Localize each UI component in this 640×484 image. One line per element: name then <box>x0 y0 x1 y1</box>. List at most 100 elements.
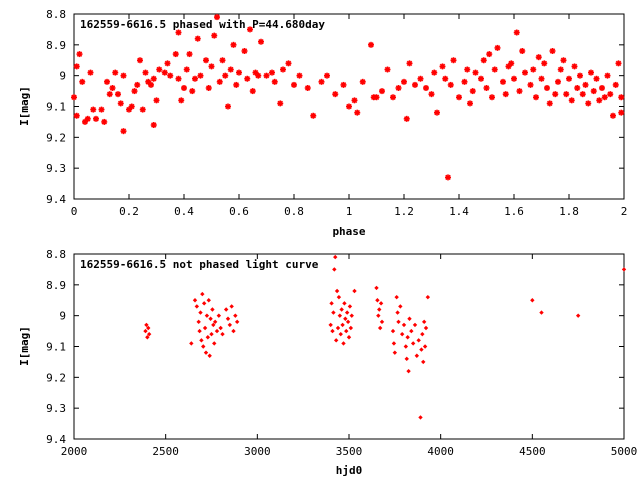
data-point <box>336 294 342 300</box>
data-point <box>249 88 256 95</box>
data-point <box>530 66 537 73</box>
data-point <box>394 294 399 300</box>
data-point <box>563 91 570 98</box>
data-point <box>73 63 80 70</box>
data-point <box>73 112 80 119</box>
x-tick-label: 0.6 <box>229 205 249 218</box>
data-point <box>134 81 141 88</box>
data-point <box>590 88 597 95</box>
y-tick-label: 9.4 <box>46 193 66 206</box>
data-point <box>478 75 484 82</box>
y-tick-label: 9.3 <box>46 402 66 415</box>
data-point <box>333 338 339 343</box>
data-point <box>233 313 238 318</box>
data-point <box>219 57 226 64</box>
data-point <box>410 341 416 346</box>
data-point <box>87 69 94 76</box>
data-point <box>181 85 187 91</box>
axis-ticks: 2000 2500 3000 3500 4000 4500 5000 8.8 8.9 9 9.1 9.… <box>46 248 637 458</box>
data-point <box>379 319 385 325</box>
data-point <box>236 69 242 76</box>
data-point <box>442 75 449 82</box>
data-point <box>447 81 454 88</box>
data-point <box>230 41 237 48</box>
data-point <box>346 335 352 340</box>
data-point <box>197 328 202 334</box>
data-point <box>349 313 354 318</box>
data-point <box>354 109 361 116</box>
data-point <box>421 359 426 365</box>
data-point <box>571 63 578 70</box>
data-point <box>409 328 414 334</box>
data-point <box>604 72 611 79</box>
data-point <box>344 328 349 334</box>
data-point <box>167 72 174 79</box>
data-point <box>419 347 424 352</box>
data-point <box>318 78 325 85</box>
data-point <box>420 331 425 337</box>
data-point <box>199 338 204 343</box>
y-tick-label: 8.9 <box>46 279 66 292</box>
data-point <box>197 72 204 79</box>
data-point <box>374 285 379 291</box>
data-point <box>189 341 194 346</box>
data-point <box>164 60 171 67</box>
x-axis-label: phase <box>332 225 365 238</box>
data-point <box>379 88 385 95</box>
data-point <box>143 328 148 334</box>
data-point <box>331 310 336 315</box>
data-point <box>544 85 550 91</box>
x-tick-label: 4000 <box>427 445 454 458</box>
data-point <box>71 94 77 101</box>
data-point <box>146 331 152 337</box>
data-point <box>516 88 523 95</box>
data-point <box>390 94 396 101</box>
chart-title: 162559-6616.5 phased with P=44.680day <box>80 18 325 31</box>
data-point <box>241 48 248 54</box>
data-point <box>229 304 234 309</box>
data-point <box>417 75 424 82</box>
data-point <box>500 78 506 85</box>
data-point <box>244 75 251 82</box>
data-point <box>351 97 358 104</box>
data-point <box>175 75 182 82</box>
data-point <box>148 81 154 88</box>
data-point <box>403 115 410 122</box>
data-point <box>234 319 240 325</box>
data-point <box>200 291 205 297</box>
data-point <box>153 97 160 104</box>
y-tick-label: 9.1 <box>46 101 66 114</box>
data-point <box>175 29 182 36</box>
data-point <box>120 128 127 135</box>
data-point <box>223 307 229 312</box>
phased-light-curve-panel: 0 0.2 0.4 0.6 0.8 1 1.2 1.4 1.6 1.8 2 8.8 8.9 9 9.1 9.2… <box>18 8 627 238</box>
data-point <box>324 72 330 79</box>
data-point <box>469 88 476 95</box>
data-point <box>399 331 405 337</box>
data-point <box>560 57 567 64</box>
x-tick-label: 0 <box>71 205 78 218</box>
data-point <box>212 319 218 325</box>
x-axis-label: hjd0 <box>336 464 363 477</box>
data-point <box>508 60 515 67</box>
data-point <box>206 298 211 303</box>
data-point <box>392 350 398 355</box>
data-point <box>403 344 409 349</box>
data-point <box>263 72 270 79</box>
data-point <box>593 75 600 82</box>
data-point <box>255 72 262 79</box>
data-point <box>376 313 381 318</box>
data-point <box>329 301 334 306</box>
data-point <box>519 48 526 54</box>
y-tick-label: 8.8 <box>46 248 66 261</box>
data-point <box>84 115 91 122</box>
y-tick-label: 8.8 <box>46 8 66 21</box>
data-point <box>156 66 163 73</box>
data-point <box>489 94 495 101</box>
x-tick-label: 1.2 <box>394 205 414 218</box>
data-point <box>183 66 190 73</box>
data-point <box>269 69 275 76</box>
x-tick-label: 1 <box>346 205 353 218</box>
data-point <box>456 94 462 101</box>
data-point <box>557 66 564 73</box>
